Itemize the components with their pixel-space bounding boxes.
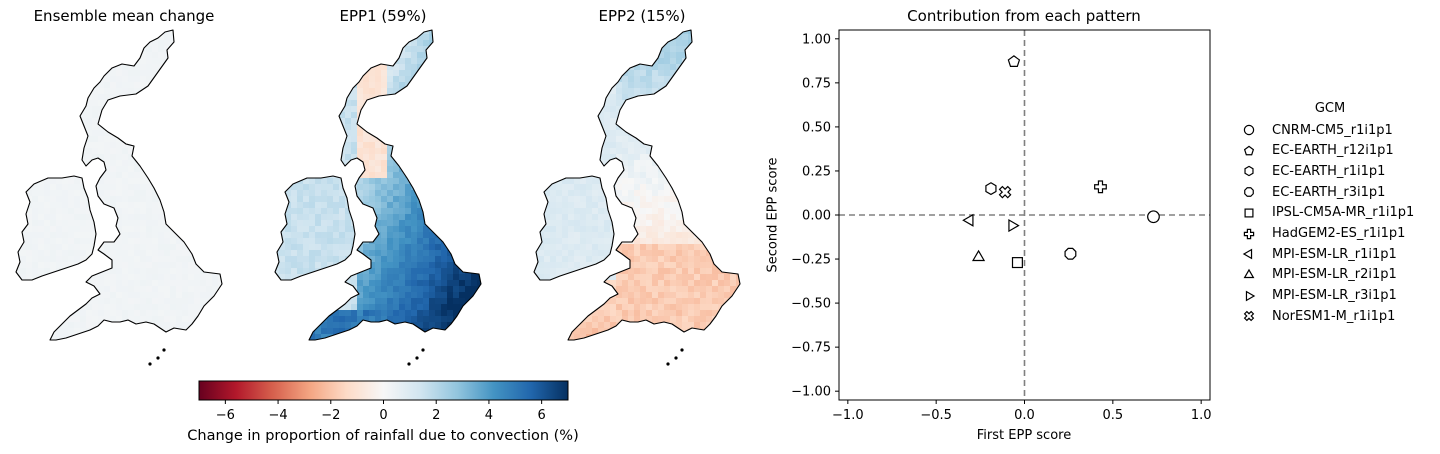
colorbar-label: Change in proportion of rainfall due to … xyxy=(187,428,579,444)
x-axis-label: First EPP score xyxy=(976,428,1072,443)
colorbar-tick-label: 0 xyxy=(379,408,387,423)
legend-marker xyxy=(1243,311,1255,322)
map-title-epp1: EPP1 (59%) xyxy=(339,7,427,25)
scatter-point-ipsl-cm5a-mr-r1i1p1 xyxy=(1011,257,1023,269)
legend-marker xyxy=(1243,268,1255,279)
legend-item: MPI-ESM-LR_r2i1p1 xyxy=(1238,265,1397,285)
legend-marker xyxy=(1243,228,1255,239)
legend-item: IPSL-CM5A-MR_r1i1p1 xyxy=(1238,203,1414,223)
y-tick-label: 0.50 xyxy=(802,120,831,135)
legend-marker xyxy=(1243,124,1255,136)
legend-label: MPI-ESM-LR_r2i1p1 xyxy=(1272,267,1397,283)
colorbar-tick-label: −4 xyxy=(268,408,287,423)
coastline-ireland xyxy=(533,175,615,281)
legend-marker xyxy=(1245,290,1256,302)
colorbar: −6 −4 −2 0 2 4 6 xyxy=(198,380,569,423)
colorbar-tick-label: 2 xyxy=(432,408,440,423)
legend-label: MPI-ESM-LR_r1i1p1 xyxy=(1272,246,1397,262)
colorbar-tick-label: −6 xyxy=(216,408,235,423)
legend-label: EC-EARTH_r3i1p1 xyxy=(1272,184,1386,200)
map-title-epp2: EPP2 (15%) xyxy=(598,7,686,25)
scatter-point-hadgem2-es-r1i1p1 xyxy=(1094,180,1107,194)
map-epp1 xyxy=(274,29,482,366)
coastline-great-britain xyxy=(567,29,741,341)
legend-marker xyxy=(1244,208,1254,218)
x-tick-label: −1.0 xyxy=(832,408,864,423)
y-tick-label: 0.25 xyxy=(802,164,831,179)
y-tick-label: −0.50 xyxy=(791,297,831,312)
legend-label: CNRM-CM5_r1i1p1 xyxy=(1272,122,1393,138)
map-ensemble-mean xyxy=(15,29,223,366)
legend-marker xyxy=(1243,145,1255,156)
scatter-point-ec-earth-r3i1p1 xyxy=(1064,247,1077,260)
scatter-title: Contribution from each pattern xyxy=(907,7,1141,25)
y-tick-label: −1.00 xyxy=(791,385,831,400)
legend-item: NorESM1-M_r1i1p1 xyxy=(1238,306,1395,326)
legend-label: EC-EARTH_r1i1p1 xyxy=(1272,163,1386,179)
y-tick-label: 1.00 xyxy=(802,32,831,47)
legend-item: CNRM-CM5_r1i1p1 xyxy=(1238,120,1393,140)
scatter-point-noresm1-m-r1i1p1 xyxy=(998,185,1012,199)
legend-marker xyxy=(1244,166,1254,177)
legend-title: GCM xyxy=(1314,101,1346,116)
map-title-ensemble: Ensemble mean change xyxy=(33,7,215,25)
y-tick-label: 0.00 xyxy=(802,209,831,224)
scatter-point-ec-earth-r1i1p1 xyxy=(985,182,997,196)
y-tick-label: 0.75 xyxy=(802,76,831,91)
y-tick-label: −0.75 xyxy=(791,341,831,356)
x-tick-label: 1.0 xyxy=(1191,408,1212,423)
legend-item: MPI-ESM-LR_r3i1p1 xyxy=(1238,286,1397,306)
legend-item: MPI-ESM-LR_r1i1p1 xyxy=(1238,244,1397,264)
legend-item: EC-EARTH_r1i1p1 xyxy=(1238,161,1385,181)
map-epp2 xyxy=(533,29,741,366)
legend-item: EC-EARTH_r12i1p1 xyxy=(1238,141,1394,161)
scatter-point-mpi-esm-lr-r3i1p1 xyxy=(1008,219,1020,233)
colorbar-tick-label: 6 xyxy=(538,408,546,423)
x-tick-label: 0.0 xyxy=(1014,408,1035,423)
colorbar-tick-label: −2 xyxy=(321,408,340,423)
legend-label: NorESM1-M_r1i1p1 xyxy=(1272,308,1396,324)
legend-label: HadGEM2-ES_r1i1p1 xyxy=(1272,226,1406,241)
scatter-point-mpi-esm-lr-r2i1p1 xyxy=(971,249,986,262)
coastline-great-britain xyxy=(308,29,482,341)
legend-marker xyxy=(1242,248,1253,260)
x-tick-label: −0.5 xyxy=(920,408,952,423)
coastline-great-britain xyxy=(49,29,223,341)
y-axis-label: Second EPP score xyxy=(765,157,781,273)
coastline-ireland xyxy=(15,175,97,281)
legend-label: MPI-ESM-LR_r3i1p1 xyxy=(1272,288,1397,304)
legend-label: IPSL-CM5A-MR_r1i1p1 xyxy=(1272,205,1415,221)
y-tick-label: −0.25 xyxy=(791,253,831,268)
colorbar-tick-label: 4 xyxy=(485,408,493,423)
legend-item: EC-EARTH_r3i1p1 xyxy=(1238,182,1385,202)
scatter-point-ec-earth-r12i1p1 xyxy=(1007,55,1021,68)
x-tick-label: 0.5 xyxy=(1102,408,1123,423)
legend-label: EC-EARTH_r12i1p1 xyxy=(1272,143,1394,159)
scatter-point-cnrm-cm5-r1i1p1 xyxy=(1147,210,1160,224)
coastline-ireland xyxy=(274,175,356,281)
legend-item: HadGEM2-ES_r1i1p1 xyxy=(1238,224,1405,244)
scatter-point-mpi-esm-lr-r1i1p1 xyxy=(962,213,974,227)
legend-marker xyxy=(1244,187,1254,197)
